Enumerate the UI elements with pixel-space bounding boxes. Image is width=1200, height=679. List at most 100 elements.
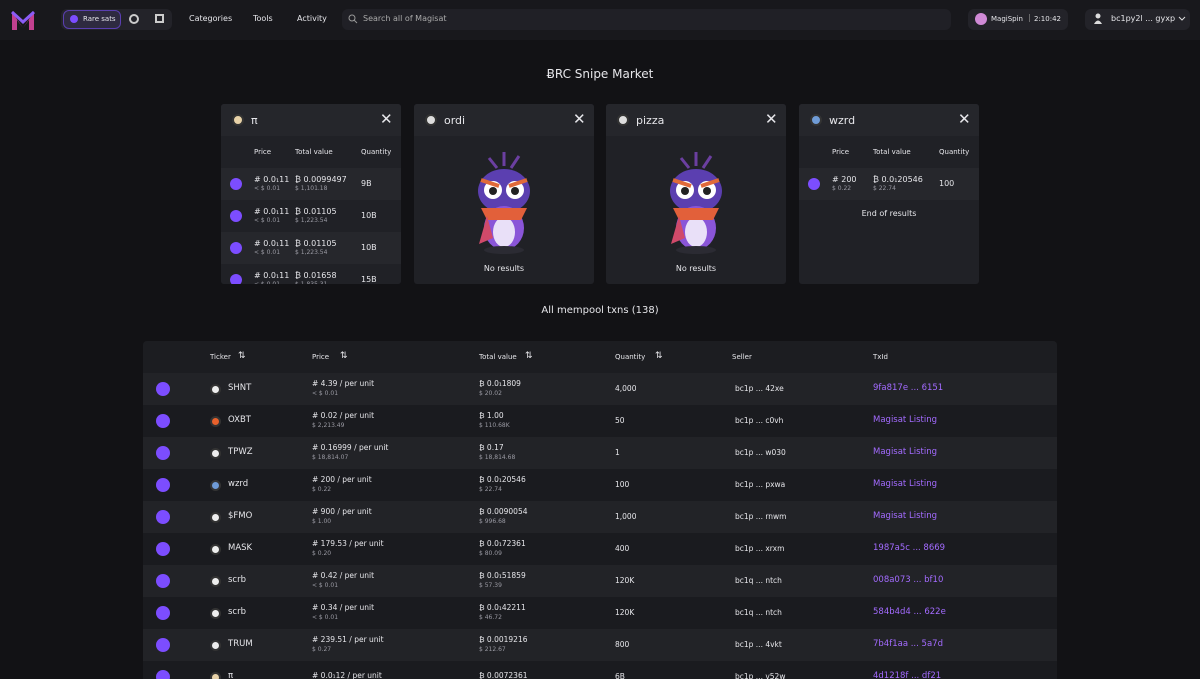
- wallet-button[interactable]: [1085, 9, 1190, 30]
- total-usd: $ 996.68: [479, 518, 506, 525]
- column-header: Quantity: [939, 148, 970, 156]
- rare-sats-button[interactable]: [63, 10, 121, 29]
- close-button[interactable]: ✕: [765, 110, 778, 128]
- nav-link[interactable]: Tools: [253, 14, 273, 23]
- total-usd: $ 1,101.18: [295, 185, 328, 192]
- price: # 0.0₁12 / per unit: [312, 671, 382, 679]
- seller[interactable]: bc1q ... ntch: [735, 576, 782, 585]
- total-usd: $ 22.74: [479, 486, 502, 493]
- seller[interactable]: bc1p ... pxwa: [735, 480, 786, 489]
- txid-link[interactable]: Magisat Listing: [873, 415, 937, 425]
- search-box[interactable]: [342, 9, 951, 30]
- rare-sats-icon: [70, 15, 78, 23]
- total-usd: $ 46.72: [479, 614, 502, 621]
- row[interactable]: [221, 264, 401, 284]
- row-icon: [156, 414, 170, 428]
- txid-link[interactable]: 1987a5c ... 8669: [873, 543, 946, 553]
- price: # 0.02 / per unit: [312, 411, 375, 420]
- view-toggle[interactable]: [155, 14, 164, 23]
- row-icon: [230, 242, 242, 254]
- seller[interactable]: bc1p ... w030: [735, 448, 786, 457]
- txid-link[interactable]: Magisat Listing: [873, 479, 937, 489]
- table-row[interactable]: [143, 661, 1057, 679]
- ticker: $FMO: [228, 511, 253, 521]
- seller[interactable]: bc1p ... xrxm: [735, 544, 785, 553]
- row-icon: [156, 606, 170, 620]
- table-row[interactable]: [143, 565, 1057, 597]
- column-header[interactable]: Quantity: [615, 353, 646, 361]
- txid-link[interactable]: 4d1218f ... df21: [873, 671, 942, 679]
- table-row[interactable]: [143, 373, 1057, 405]
- row[interactable]: [221, 200, 401, 232]
- table-row[interactable]: [143, 469, 1057, 501]
- mempool-table: Ticker ⇅ Price ⇅ Total value ⇅ Quantity ⇅ Seller…: [143, 341, 1057, 679]
- row-icon: [156, 478, 170, 492]
- table-row[interactable]: [143, 597, 1057, 629]
- txid-link[interactable]: Magisat Listing: [873, 511, 937, 521]
- rare-sats-label: Rare sats: [83, 15, 116, 23]
- total: ₿ 0.01658: [295, 271, 337, 280]
- price-usd: < $ 0.01: [312, 614, 339, 621]
- column-header[interactable]: Price: [312, 353, 330, 361]
- price: # 4.39 / per unit: [312, 379, 375, 388]
- view-toggle[interactable]: [129, 14, 139, 24]
- seller[interactable]: bc1p ... c0vh: [735, 416, 784, 425]
- empty-message: No results: [675, 264, 717, 273]
- price-usd: < $ 0.01: [254, 217, 281, 224]
- quantity: 10B: [361, 243, 377, 252]
- total: ₿ 0.0₁42211: [479, 603, 526, 612]
- sort-icon: ⇅: [238, 351, 246, 361]
- panel-ticker: ordi: [444, 114, 466, 127]
- txid-link[interactable]: Magisat Listing: [873, 447, 937, 457]
- quantity: 120K: [615, 576, 635, 585]
- ticker: OXBT: [228, 415, 251, 425]
- txid-link[interactable]: 7b4f1aa ... 5a7d: [873, 639, 943, 649]
- quantity: 120K: [615, 608, 635, 617]
- price-usd: < $ 0.01: [254, 185, 281, 192]
- table-row[interactable]: [143, 629, 1057, 661]
- row-icon: [156, 510, 170, 524]
- txid-link[interactable]: 9fa817e ... 6151: [873, 383, 944, 393]
- table-row[interactable]: [143, 405, 1057, 437]
- logo[interactable]: [10, 8, 36, 32]
- price: # 200 / per unit: [312, 475, 372, 484]
- price: # 0.0₁11: [254, 207, 290, 216]
- price-usd: < $ 0.01: [312, 390, 339, 397]
- close-button[interactable]: ✕: [573, 110, 586, 128]
- ticker-icon: [810, 114, 822, 126]
- seller[interactable]: bc1p ... v52w: [735, 672, 786, 679]
- seller[interactable]: bc1q ... ntch: [735, 608, 782, 617]
- nav-link[interactable]: Categories: [189, 14, 233, 23]
- table-row[interactable]: [143, 501, 1057, 533]
- price-usd: $ 0.27: [312, 646, 332, 653]
- table-row[interactable]: [143, 437, 1057, 469]
- ticker: scrb: [228, 607, 246, 617]
- row[interactable]: [221, 168, 401, 200]
- total-usd: $ 1,835.31: [295, 281, 327, 284]
- wallet-address: bc1py2l ... gyxp: [1111, 14, 1176, 23]
- close-button[interactable]: ✕: [958, 110, 971, 128]
- nav-link[interactable]: Activity: [297, 14, 327, 23]
- total-usd: $ 1,223.54: [295, 249, 328, 256]
- quantity: 9B: [361, 179, 372, 188]
- sort-icon: ⇅: [340, 351, 348, 361]
- ticker-icon: [232, 114, 244, 126]
- column-header[interactable]: Ticker: [210, 353, 231, 361]
- magispin-button[interactable]: [968, 9, 1068, 30]
- quantity: 800: [615, 640, 630, 649]
- seller[interactable]: bc1p ... 42xe: [735, 384, 784, 393]
- txid-link[interactable]: 008a073 ... bf10: [873, 575, 944, 585]
- price: # 0.0₁11: [254, 175, 290, 184]
- table-row[interactable]: [143, 533, 1057, 565]
- seller[interactable]: bc1p ... rnwm: [735, 512, 787, 521]
- row[interactable]: [799, 168, 979, 200]
- seller[interactable]: bc1p ... 4vkt: [735, 640, 782, 649]
- snipe-panel: pizza ✕ No results: [606, 104, 786, 284]
- quantity: 1: [615, 448, 620, 457]
- close-button[interactable]: ✕: [380, 110, 393, 128]
- total: ₿ 1.00: [479, 411, 504, 420]
- row[interactable]: [221, 232, 401, 264]
- column-header[interactable]: Total value: [479, 353, 517, 361]
- txid-link[interactable]: 584b4d4 ... 622e: [873, 607, 946, 617]
